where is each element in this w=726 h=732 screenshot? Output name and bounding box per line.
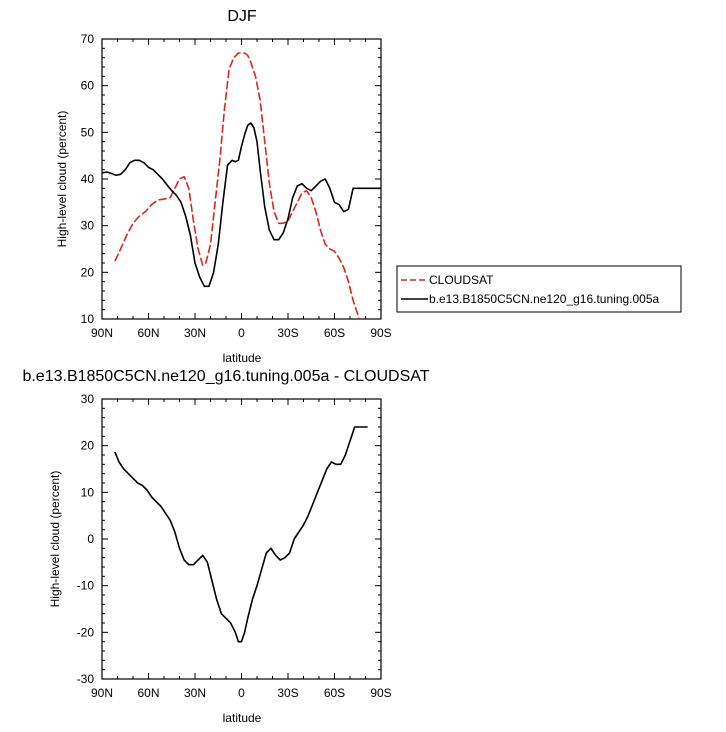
top-series-line-1	[102, 122, 381, 288]
bottom-plot-frame	[101, 398, 382, 680]
top-xtick-label-1: 60N	[137, 326, 159, 340]
bottom-series-group	[114, 426, 368, 643]
legend-box	[396, 265, 682, 313]
bottom-y-axis-label: High-level cloud (percent)	[48, 471, 62, 608]
top-xtick-label-3: 0	[238, 326, 245, 340]
top-ytick-label-1: 20	[81, 265, 95, 279]
bottom-ytick-label-5: 20	[81, 439, 95, 453]
bottom-panel: b.e13.B1850C5CN.ne120_g16.tuning.005a - …	[22, 368, 429, 725]
top-x-axis-label: latitude	[223, 351, 262, 365]
top-ytick-label-4: 50	[81, 125, 95, 139]
bottom-xtick-label-6: 90S	[370, 686, 391, 700]
legend-label-cloudsat: CLOUDSAT	[429, 273, 494, 287]
bottom-ytick-label-6: 30	[81, 392, 95, 406]
top-series-group	[102, 52, 381, 319]
bottom-ytick-label-4: 10	[81, 485, 95, 499]
top-xtick-label-0: 90N	[91, 326, 113, 340]
top-xtick-label-6: 90S	[370, 326, 391, 340]
bottom-chart-title: b.e13.B1850C5CN.ne120_g16.tuning.005a - …	[22, 368, 429, 385]
top-axis-ticks: 90N 60N 30N 0 30S 60S 90S 10 20 30 40 50 60 70	[81, 32, 392, 340]
top-xtick-label-4: 30S	[277, 326, 298, 340]
legend-label-model: b.e13.B1850C5CN.ne120_g16.tuning.005a	[429, 292, 660, 306]
bottom-xtick-label-1: 60N	[137, 686, 159, 700]
top-xtick-label-5: 60S	[324, 326, 345, 340]
top-ytick-label-0: 10	[81, 312, 95, 326]
top-series-line-0	[114, 52, 361, 319]
top-ytick-label-3: 40	[81, 172, 95, 186]
bottom-series-line-0	[114, 426, 368, 643]
bottom-xtick-label-5: 60S	[324, 686, 345, 700]
bottom-ytick-label-0: -30	[77, 672, 95, 686]
top-chart-title: DJF	[227, 8, 257, 25]
bottom-xtick-label-4: 30S	[277, 686, 298, 700]
bottom-xtick-label-2: 30N	[184, 686, 206, 700]
bottom-xtick-label-0: 90N	[91, 686, 113, 700]
bottom-xtick-label-3: 0	[238, 686, 245, 700]
top-y-axis-label: High-level cloud (percent)	[55, 111, 69, 248]
top-ytick-label-6: 70	[81, 32, 95, 46]
bottom-x-axis-label: latitude	[223, 711, 262, 725]
bottom-ytick-label-3: 0	[87, 532, 94, 546]
top-xtick-label-2: 30N	[184, 326, 206, 340]
legend: CLOUDSAT b.e13.B1850C5CN.ne120_g16.tunin…	[396, 265, 682, 313]
top-plot-frame	[101, 38, 382, 320]
top-ytick-label-5: 60	[81, 79, 95, 93]
top-panel: DJF 90N 60N 30N 0 30S 60S 90S 10 20 30 40 50 60 70 la…	[55, 8, 682, 365]
bottom-ytick-label-1: -20	[77, 625, 95, 639]
bottom-axis-ticks: 90N 60N 30N 0 30S 60S 90S -30 -20 -10 0 10 20 30	[77, 392, 392, 700]
bottom-ytick-label-2: -10	[77, 579, 95, 593]
top-ytick-label-2: 30	[81, 219, 95, 233]
